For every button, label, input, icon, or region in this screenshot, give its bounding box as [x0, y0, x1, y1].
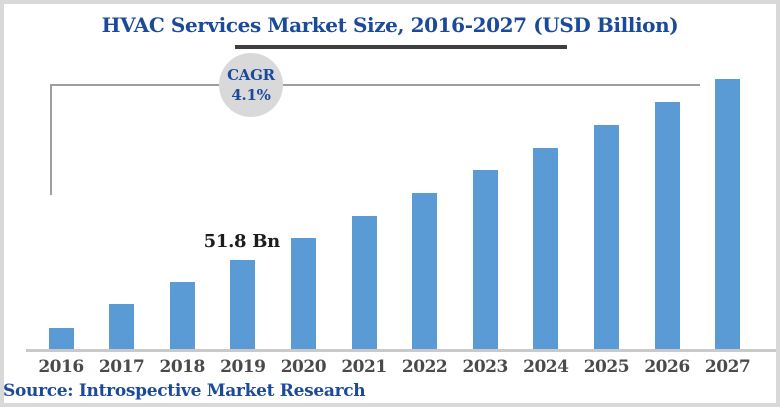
x-axis-label-2016: 2016 — [38, 357, 84, 377]
cagr-value: 4.1% — [231, 86, 271, 104]
x-axis-label-2020: 2020 — [280, 357, 327, 377]
x-axis-label-2025: 2025 — [583, 357, 630, 377]
title-underline — [235, 45, 567, 49]
x-axis-label-2026: 2026 — [644, 357, 690, 377]
bar-2018 — [169, 282, 195, 350]
bar-2024 — [533, 148, 559, 350]
bar-2026 — [654, 102, 680, 350]
growth-bracket-horizontal-line — [50, 84, 700, 86]
bar-2027 — [715, 79, 741, 350]
bar-2023 — [472, 170, 498, 350]
bar-2020 — [290, 238, 316, 350]
bar-2019 — [230, 260, 256, 350]
bar-2016 — [48, 328, 74, 350]
x-axis-label-2024: 2024 — [523, 357, 569, 377]
x-axis-label-2017: 2017 — [98, 357, 145, 377]
x-axis-label-2022: 2022 — [401, 357, 448, 377]
bar-2025 — [593, 125, 619, 350]
bar-2021 — [351, 216, 377, 350]
cagr-label: CAGR — [227, 65, 275, 84]
x-axis-label-2018: 2018 — [159, 357, 206, 377]
source-credit: Source: Introspective Market Research — [3, 381, 366, 401]
bar-2017 — [109, 304, 135, 350]
x-axis-line — [26, 349, 776, 352]
bar-2022 — [412, 193, 438, 350]
x-axis-label-2027: 2027 — [704, 357, 751, 377]
growth-bracket-vertical-line — [50, 84, 52, 195]
chart-title: HVAC Services Market Size, 2016-2027 (US… — [101, 13, 679, 37]
cagr-badge: CAGR 4.1% — [219, 53, 283, 117]
x-axis-label-2019: 2019 — [220, 357, 266, 377]
x-axis-label-2023: 2023 — [462, 357, 509, 377]
x-axis-label-2021: 2021 — [341, 357, 387, 377]
data-label-2019: 51.8 Bn — [203, 231, 281, 252]
